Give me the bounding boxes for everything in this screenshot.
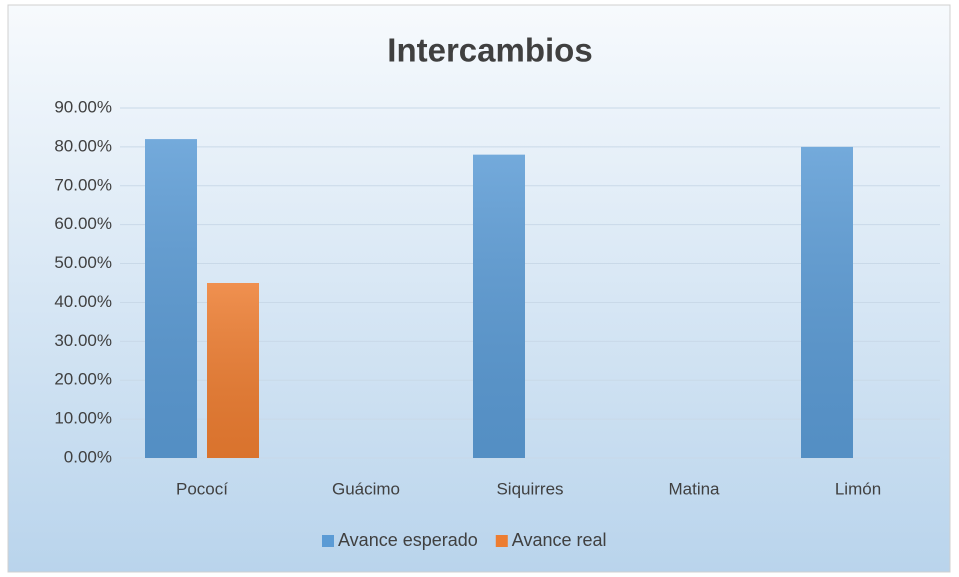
x-tick-label: Pococí: [176, 479, 228, 498]
y-tick-label: 90.00%: [54, 97, 112, 116]
x-tick-label: Siquirres: [496, 479, 563, 498]
y-tick-label: 10.00%: [54, 409, 112, 428]
x-tick-label: Limón: [835, 479, 881, 498]
chart-title: Intercambios: [387, 32, 592, 69]
bar: [207, 283, 259, 458]
y-tick-label: 0.00%: [64, 447, 112, 466]
legend-swatch: [495, 535, 508, 547]
legend-swatch: [322, 535, 334, 547]
y-tick-label: 20.00%: [54, 370, 112, 389]
x-tick-label: Guácimo: [332, 479, 400, 498]
y-tick-label: 60.00%: [54, 214, 112, 233]
bar: [473, 154, 525, 458]
bar: [145, 139, 197, 458]
y-tick-label: 80.00%: [54, 136, 112, 155]
x-tick-label: Matina: [668, 479, 720, 498]
legend-label: Avance real: [512, 530, 607, 550]
bar: [801, 146, 853, 458]
legend-label: Avance esperado: [338, 530, 478, 550]
y-tick-label: 50.00%: [54, 253, 112, 272]
y-tick-label: 70.00%: [54, 175, 112, 194]
y-tick-label: 30.00%: [54, 331, 112, 350]
y-tick-label: 40.00%: [54, 292, 112, 311]
